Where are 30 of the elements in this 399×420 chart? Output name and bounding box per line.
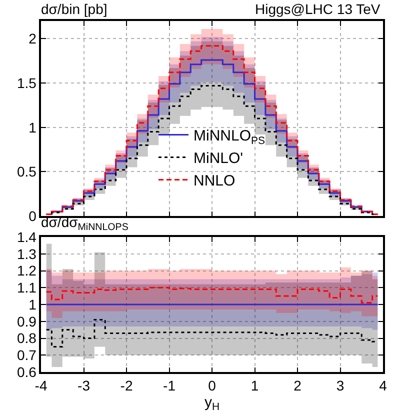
x-tick-label: 2: [294, 378, 302, 394]
x-tick-label: -3: [78, 378, 90, 394]
y-tick-label: 1: [28, 119, 37, 136]
x-tick-label: 0: [208, 378, 216, 394]
chart-title: Higgs@LHC 13 TeV: [255, 1, 381, 17]
x-tick-label: -2: [120, 378, 133, 394]
y-tick-label: 1.2: [16, 262, 37, 279]
y-tick-label: 0.5: [16, 164, 37, 180]
y-tick-label: 1.5: [16, 74, 37, 91]
x-tick-label: 3: [336, 378, 344, 394]
y-tick-label: 2: [28, 30, 37, 47]
x-tick-label: 1: [250, 378, 259, 394]
y-axis-title: dσ/dσ$_{MiNNLOPS}$: [41, 214, 129, 233]
x-axis-title: y$_{H}$: [204, 394, 220, 414]
y-axis-title: dσ/bin [pb]: [41, 1, 108, 17]
legend-label: MiNLO': [194, 150, 244, 168]
y-tick-label: 0: [28, 208, 37, 224]
y-tick-label: 0.6: [16, 364, 37, 380]
legend-label: MiNNLO$_{PS}$: [194, 128, 266, 147]
x-tick-label: -1: [163, 378, 176, 394]
legend-label: NNLO: [194, 172, 236, 190]
y-tick-label: 0.8: [16, 330, 37, 346]
y-tick-label: 0.9: [16, 313, 37, 330]
y-tick-label: 0.7: [16, 347, 37, 364]
y-tick-label: 1.1: [16, 280, 37, 296]
y-tick-label: 1.3: [16, 246, 37, 262]
y-tick-label: 1: [28, 296, 37, 312]
x-tick-label: 4: [379, 378, 388, 394]
x-tick-label: -4: [34, 378, 48, 394]
y-tick-label: 1.4: [16, 228, 37, 245]
